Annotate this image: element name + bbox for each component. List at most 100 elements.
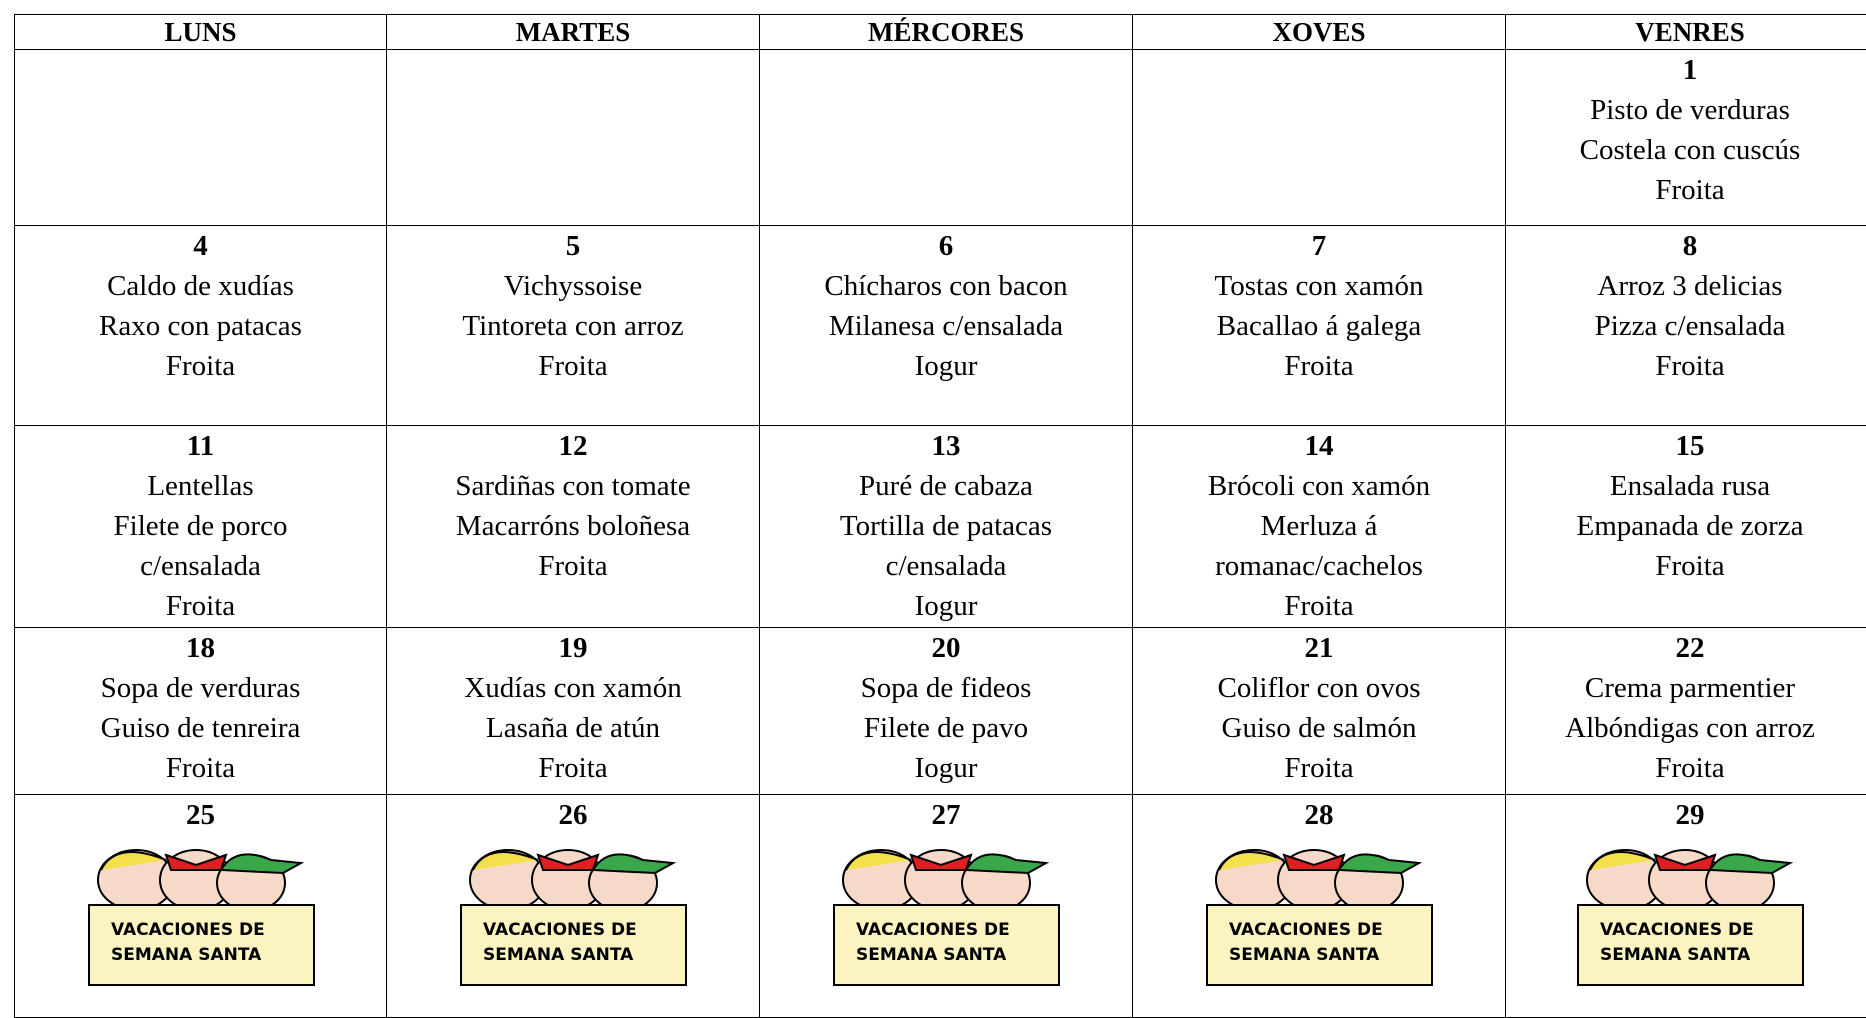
menu-item: romanac/cachelos [1215, 550, 1423, 582]
banner-text: VACACIONES DE [856, 920, 1010, 940]
menu-item: Merluza á [1260, 510, 1378, 542]
day-header: XOVES [1132, 14, 1506, 50]
banner-text: SEMANA SANTA [1229, 945, 1380, 965]
holiday-illustration: VACACIONES DE SEMANA SANTA [460, 849, 687, 986]
day-cell: 27 VACACIONES DE SEMANA SANTA [759, 794, 1133, 1018]
header-row: LUNS MARTES MÉRCORES XOVES VENRES [14, 14, 1866, 50]
day-number: 21 [1304, 632, 1334, 664]
day-cell: 18 Sopa de verduras Guiso de tenreira Froit… [14, 627, 387, 795]
menu-item: Iogur [914, 350, 978, 382]
menu-item: Froita [1655, 550, 1725, 582]
menu-item: Froita [538, 350, 608, 382]
menu-item: Froita [1655, 752, 1725, 784]
day-number: 13 [931, 430, 961, 462]
day-cell: 14 Brócoli con xamón Merluza á romanac/cach… [1132, 425, 1506, 628]
menu-item: Tintoreta con arroz [462, 310, 684, 342]
day-number: 15 [1675, 430, 1705, 462]
day-number: 22 [1675, 632, 1705, 664]
day-cell [386, 49, 760, 226]
day-cell: 29 VACACIONES DE SEMANA SANTA [1505, 794, 1866, 1018]
menu-item: Milanesa c/ensalada [828, 310, 1064, 342]
day-number: 8 [1682, 230, 1698, 262]
week-row: 11 Lentellas Filete de porco c/ensalada Froi… [14, 425, 1866, 628]
illustration-shape [909, 853, 973, 871]
menu-item: Froita [538, 752, 608, 784]
menu-item: Froita [1284, 752, 1354, 784]
banner-text: SEMANA SANTA [856, 945, 1007, 965]
day-cell: 12 Sardiñas con tomate Macarróns boloñesa F… [386, 425, 760, 628]
day-cell [759, 49, 1133, 226]
banner-text: SEMANA SANTA [111, 945, 262, 965]
day-cell: 8 Arroz 3 delicias Pizza c/ensalada Froita [1505, 225, 1866, 426]
menu-item: Filete de porco [113, 510, 288, 542]
day-number: 20 [931, 632, 961, 664]
day-cell: 11 Lentellas Filete de porco c/ensalada Froi… [14, 425, 387, 628]
menu-item: Froita [165, 350, 236, 382]
menu-item: c/ensalada [140, 550, 261, 582]
menu-item: Guiso de tenreira [100, 712, 301, 744]
illustration-shape [1218, 851, 1285, 871]
illustration-shape [1206, 904, 1433, 986]
menu-item: Costela con cuscús [1579, 134, 1801, 166]
menu-table: LUNS MARTES MÉRCORES XOVES VENRES 1 Pisto de … [14, 14, 1866, 1018]
day-number: 19 [558, 632, 588, 664]
day-number: 12 [558, 430, 588, 462]
day-cell: 20 Sopa de fideos Filete de pavo Iogur [759, 627, 1133, 795]
menu-item: Brócoli con xamón [1207, 470, 1431, 502]
illustration-shape [1577, 904, 1804, 986]
menu-item: Arroz 3 delicias [1597, 270, 1783, 302]
illustration-shape [964, 853, 1050, 875]
day-cell: 13 Puré de cabaza Tortilla de patacas c/ens… [759, 425, 1133, 628]
menu-item: Tortilla de patacas [839, 510, 1053, 542]
day-cell: 7 Tostas con xamón Bacallao á galega Froita [1132, 225, 1506, 426]
day-header: VENRES [1505, 14, 1866, 50]
menu-item: Chícharos con bacon [824, 270, 1068, 302]
menu-item: Tostas con xamón [1214, 270, 1424, 302]
illustration-shape [1589, 851, 1656, 871]
menu-item: Lasaña de atún [486, 712, 660, 744]
illustration-shape [1337, 853, 1423, 875]
week-row: 25 VACACIONES DE SEMANA SANTA 26 VACACIONES … [14, 794, 1866, 1018]
menu-item: Iogur [914, 752, 978, 784]
day-number: 27 [931, 799, 961, 831]
holiday-illustration: VACACIONES DE SEMANA SANTA [1577, 849, 1804, 986]
menu-item: Froita [165, 590, 236, 622]
day-number: 18 [186, 632, 215, 664]
illustration-shape [833, 904, 1060, 986]
menu-item: Sopa de fideos [860, 672, 1032, 704]
menu-item: Empanada de zorza [1576, 510, 1804, 542]
illustration-shape [1282, 853, 1346, 871]
menu-item: c/ensalada [885, 550, 1007, 582]
menu-item: Puré de cabaza [859, 470, 1033, 502]
menu-item: Pizza c/ensalada [1594, 310, 1786, 342]
week-row: 1 Pisto de verduras Costela con cuscús Froi… [14, 49, 1866, 226]
menu-item: Guiso de salmón [1221, 712, 1417, 744]
illustration-shape [1708, 853, 1794, 875]
menu-item: Albóndigas con arroz [1565, 712, 1815, 744]
day-number: 1 [1682, 54, 1698, 86]
day-cell: 15 Ensalada rusa Empanada de zorza Froita [1505, 425, 1866, 628]
day-number: 7 [1311, 230, 1327, 262]
day-number: 11 [186, 430, 215, 462]
menu-item: Iogur [914, 590, 978, 622]
day-number: 26 [558, 799, 588, 831]
day-number: 25 [186, 799, 215, 831]
day-number: 4 [193, 230, 208, 262]
menu-item: Caldo de xudías [107, 270, 294, 302]
day-cell: 28 VACACIONES DE SEMANA SANTA [1132, 794, 1506, 1018]
menu-item: Froita [1655, 174, 1725, 206]
menu-item: Macarróns boloñesa [455, 510, 691, 542]
menu-item: Raxo con patacas [99, 310, 302, 342]
illustration-shape [591, 853, 677, 875]
menu-item: Bacallao á galega [1216, 310, 1422, 342]
day-header: MÉRCORES [759, 14, 1133, 50]
menu-item: Vichyssoise [503, 270, 643, 302]
menu-item: Froita [165, 752, 236, 784]
holiday-illustration: VACACIONES DE SEMANA SANTA [833, 849, 1060, 986]
menu-item: Filete de pavo [863, 712, 1029, 744]
holiday-illustration: VACACIONES DE SEMANA SANTA [87, 849, 315, 986]
menu-item: Sopa de verduras [100, 672, 301, 704]
day-number: 28 [1304, 799, 1334, 831]
banner-text: VACACIONES DE [111, 920, 265, 940]
illustration-shape [163, 853, 228, 871]
